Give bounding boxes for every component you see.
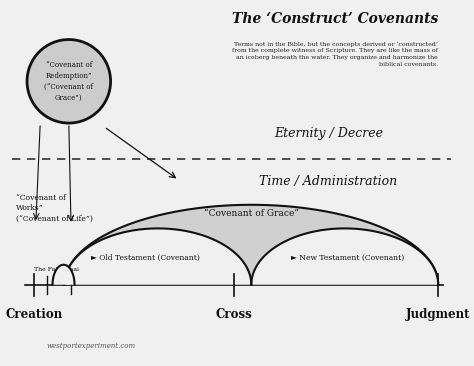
Text: “Covenant of
Works”
(“Covenant of Life”): “Covenant of Works” (“Covenant of Life”) xyxy=(16,194,93,223)
Polygon shape xyxy=(64,228,251,285)
Polygon shape xyxy=(53,265,74,285)
Text: Eternity / Decree: Eternity / Decree xyxy=(274,127,383,141)
Text: The Fall: The Fall xyxy=(34,267,60,272)
Text: Terms not in the Bible, but the concepts derived or ‘constructed’
from the compl: Terms not in the Bible, but the concepts… xyxy=(232,41,438,67)
Text: Time / Administration: Time / Administration xyxy=(259,175,397,188)
Text: ► Old Testament (Covenant): ► Old Testament (Covenant) xyxy=(91,254,200,261)
Text: ► New Testament (Covenant): ► New Testament (Covenant) xyxy=(292,254,405,261)
Text: Sinai: Sinai xyxy=(63,267,79,272)
Polygon shape xyxy=(64,205,438,285)
Text: Creation: Creation xyxy=(5,308,62,321)
Polygon shape xyxy=(251,228,438,285)
Text: westportexperiment.com: westportexperiment.com xyxy=(46,342,136,350)
Text: Cross: Cross xyxy=(215,308,252,321)
Text: “Covenant of Grace”: “Covenant of Grace” xyxy=(204,209,299,219)
Text: The ‘Construct’ Covenants: The ‘Construct’ Covenants xyxy=(232,12,438,26)
Ellipse shape xyxy=(27,40,110,123)
Text: “Covenant of
Redemption”
(“Covenant of
Grace”): “Covenant of Redemption” (“Covenant of G… xyxy=(44,61,93,102)
Text: Judgment: Judgment xyxy=(406,308,470,321)
